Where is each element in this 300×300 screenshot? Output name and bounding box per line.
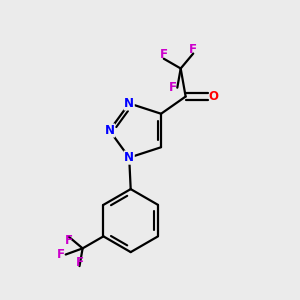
- Text: F: F: [189, 43, 197, 56]
- Text: F: F: [57, 248, 65, 261]
- Text: N: N: [104, 124, 115, 137]
- Text: F: F: [169, 81, 176, 94]
- Text: F: F: [65, 234, 73, 247]
- Text: F: F: [76, 256, 83, 269]
- Text: N: N: [124, 97, 134, 110]
- Text: O: O: [208, 90, 218, 103]
- Text: N: N: [124, 151, 134, 164]
- Text: F: F: [160, 48, 168, 61]
